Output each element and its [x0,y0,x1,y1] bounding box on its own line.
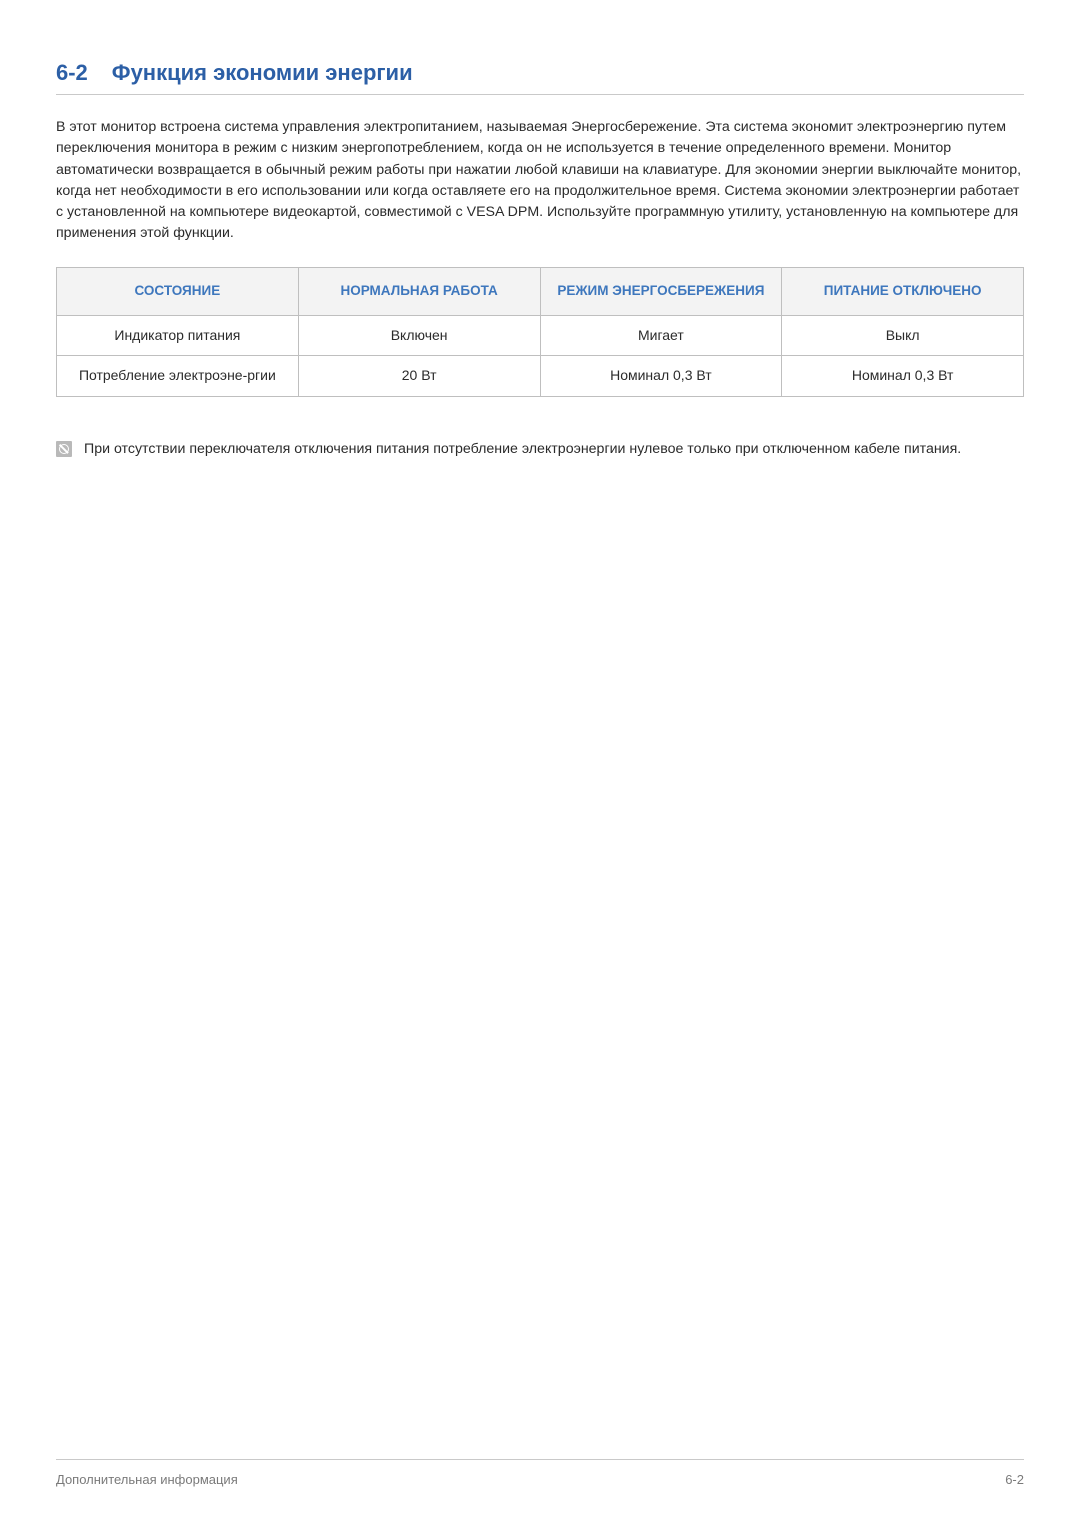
table-row: Потребление электроэне-ргии 20 Вт Номина… [57,356,1024,397]
page-footer: Дополнительная информация 6-2 [56,1459,1024,1487]
cell: Индикатор питания [57,315,299,356]
col-state: СОСТОЯНИЕ [57,267,299,315]
footer-right: 6-2 [1005,1472,1024,1487]
note-text: При отсутствии переключателя отключения … [84,439,961,460]
cell: Мигает [540,315,782,356]
body-paragraph: В этот монитор встроена система управлен… [56,117,1024,245]
col-saving: РЕЖИМ ЭНЕРГОСБЕРЕЖЕНИЯ [540,267,782,315]
note-icon [56,441,72,457]
table-header-row: СОСТОЯНИЕ НОРМАЛЬНАЯ РАБОТА РЕЖИМ ЭНЕРГО… [57,267,1024,315]
note: При отсутствии переключателя отключения … [56,439,1024,460]
cell: Включен [298,315,540,356]
heading-title: Функция экономии энергии [112,60,413,86]
col-off: ПИТАНИЕ ОТКЛЮЧЕНО [782,267,1024,315]
footer-left: Дополнительная информация [56,1472,238,1487]
section-heading: 6-2 Функция экономии энергии [56,60,1024,95]
cell: Потребление электроэне-ргии [57,356,299,397]
cell: Номинал 0,3 Вт [540,356,782,397]
heading-number: 6-2 [56,60,88,86]
cell: Выкл [782,315,1024,356]
power-table: СОСТОЯНИЕ НОРМАЛЬНАЯ РАБОТА РЕЖИМ ЭНЕРГО… [56,267,1024,397]
col-normal: НОРМАЛЬНАЯ РАБОТА [298,267,540,315]
page: 6-2 Функция экономии энергии В этот мони… [0,0,1080,1527]
cell: 20 Вт [298,356,540,397]
table-row: Индикатор питания Включен Мигает Выкл [57,315,1024,356]
cell: Номинал 0,3 Вт [782,356,1024,397]
